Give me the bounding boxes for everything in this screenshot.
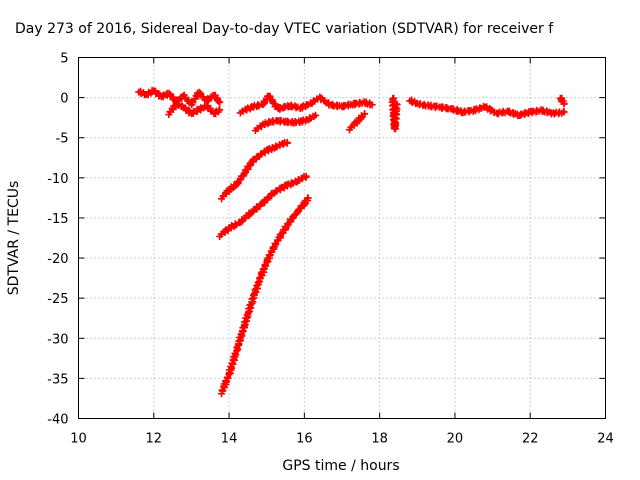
- y-tick-label: 5: [60, 52, 68, 67]
- y-tick-labels: 5 0 -5 -10 -15 -20 -25 -30 -35 -40: [47, 52, 68, 428]
- data-point: [304, 194, 312, 202]
- y-axis-label: SDTVAR / TECUs: [6, 181, 22, 296]
- data-point: [317, 96, 325, 104]
- x-tick-label: 14: [221, 432, 238, 447]
- y-tick-label: -20: [47, 252, 68, 267]
- y-tick-label: 0: [60, 92, 68, 107]
- plot-frame: [78, 57, 606, 419]
- data-point: [302, 172, 310, 180]
- data-marks: [135, 86, 568, 398]
- data-point: [368, 101, 376, 109]
- x-tick-label: 16: [296, 432, 313, 447]
- x-tick-label: 10: [70, 432, 87, 447]
- chart-title: Day 273 of 2016, Sidereal Day-to-day VTE…: [15, 21, 554, 37]
- data-point: [393, 100, 401, 108]
- x-tick-label: 20: [447, 432, 464, 447]
- data-point: [231, 220, 239, 228]
- y-tick-label: -25: [47, 292, 68, 307]
- data-point: [254, 278, 262, 286]
- data-point: [216, 106, 224, 114]
- axis-ticks: [78, 57, 606, 419]
- data-point: [216, 98, 224, 106]
- data-point: [517, 111, 525, 119]
- x-tick-label: 24: [597, 432, 614, 447]
- data-point: [443, 103, 451, 111]
- x-tick-label: 12: [146, 432, 163, 447]
- y-tick-label: -35: [47, 372, 68, 387]
- x-axis-label: GPS time / hours: [282, 458, 399, 474]
- data-point: [283, 139, 291, 147]
- x-tick-label: 18: [371, 432, 388, 447]
- data-point: [361, 110, 369, 118]
- x-tick-labels: 10 12 14 16 18 20 22 24: [70, 432, 614, 447]
- y-tick-label: -10: [47, 172, 68, 187]
- y-tick-label: -5: [56, 132, 69, 147]
- y-tick-label: -15: [47, 212, 68, 227]
- y-tick-label: -40: [47, 413, 68, 428]
- grid: [78, 57, 606, 419]
- x-tick-label: 22: [522, 432, 539, 447]
- data-point: [312, 111, 320, 119]
- data-point: [560, 100, 568, 108]
- y-tick-label: -30: [47, 332, 68, 347]
- data-point: [560, 108, 568, 116]
